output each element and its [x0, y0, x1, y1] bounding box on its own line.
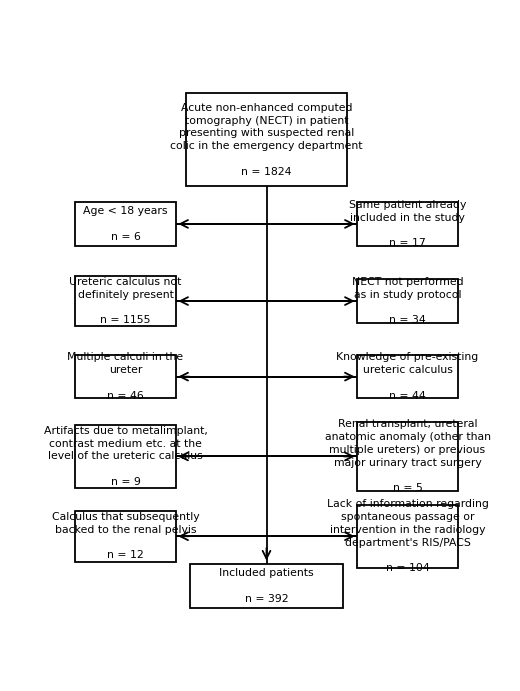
Text: Same patient already
included in the study

n = 17: Same patient already included in the stu…	[349, 200, 466, 248]
FancyBboxPatch shape	[75, 425, 176, 488]
FancyBboxPatch shape	[75, 202, 176, 246]
FancyBboxPatch shape	[357, 279, 458, 323]
FancyBboxPatch shape	[75, 276, 176, 326]
FancyBboxPatch shape	[357, 505, 458, 567]
FancyBboxPatch shape	[357, 202, 458, 246]
Text: Renal transplant, ureteral
anatomic anomaly (other than
multiple ureters) or pre: Renal transplant, ureteral anatomic anom…	[324, 419, 490, 493]
Text: Artifacts due to metalimplant,
contrast medium etc. at the
level of the ureteric: Artifacts due to metalimplant, contrast …	[44, 426, 207, 487]
FancyBboxPatch shape	[75, 511, 176, 562]
Text: Lack of information regarding
spontaneous passage or
intervention in the radiolo: Lack of information regarding spontaneou…	[327, 499, 488, 574]
Text: Acute non-enhanced computed
tomography (NECT) in patient
presenting with suspect: Acute non-enhanced computed tomography (…	[170, 103, 363, 177]
FancyBboxPatch shape	[190, 564, 343, 607]
Text: Calculus that subsequently
backed to the renal pelvis

n = 12: Calculus that subsequently backed to the…	[51, 512, 199, 560]
Text: Included patients

n = 392: Included patients n = 392	[219, 568, 314, 603]
Text: Age < 18 years

n = 6: Age < 18 years n = 6	[83, 206, 167, 242]
Text: Knowledge of pre-existing
ureteric calculus

n = 44: Knowledge of pre-existing ureteric calcu…	[336, 352, 479, 401]
FancyBboxPatch shape	[357, 354, 458, 399]
Text: Ureteric calculus not
definitely present

n = 1155: Ureteric calculus not definitely present…	[69, 277, 181, 325]
Text: NECT not performed
as in study protocol

n = 34: NECT not performed as in study protocol …	[352, 277, 463, 325]
FancyBboxPatch shape	[75, 354, 176, 399]
FancyBboxPatch shape	[357, 422, 458, 491]
Text: Multiple calculi in the
ureter

n = 46: Multiple calculi in the ureter n = 46	[68, 352, 184, 401]
FancyBboxPatch shape	[186, 93, 347, 187]
